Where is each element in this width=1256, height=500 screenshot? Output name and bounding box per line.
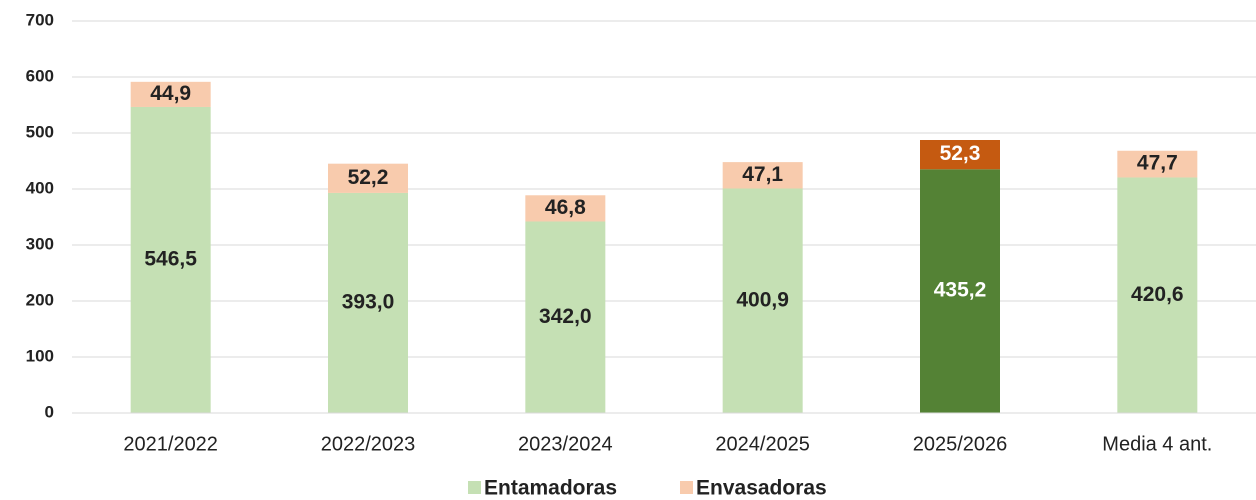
data-label: 46,8 xyxy=(545,196,586,219)
bar-segment xyxy=(525,221,606,413)
y-tick-label: 600 xyxy=(26,66,54,85)
data-label: 52,2 xyxy=(348,166,389,189)
data-label: 44,9 xyxy=(150,82,191,105)
y-tick-label: 100 xyxy=(26,346,54,365)
legend-label: Envasadoras xyxy=(696,477,827,500)
bar-segment xyxy=(920,140,1000,170)
data-label: 47,1 xyxy=(742,163,783,186)
y-tick-label: 500 xyxy=(26,122,54,141)
x-tick-label: 2021/2022 xyxy=(123,433,218,455)
bar-segment xyxy=(130,106,211,414)
bar-segment xyxy=(920,169,1000,413)
y-tick-label: 300 xyxy=(26,234,54,253)
y-tick-label: 700 xyxy=(26,10,54,29)
data-label: 342,0 xyxy=(539,305,592,328)
y-tick-label: 200 xyxy=(26,290,54,309)
y-tick-label: 0 xyxy=(45,402,54,421)
y-tick-label: 400 xyxy=(26,178,54,197)
data-label: 546,5 xyxy=(144,248,197,271)
x-tick-label: Media 4 ant. xyxy=(1102,433,1212,455)
bar-segment xyxy=(722,188,803,413)
data-label: 435,2 xyxy=(934,279,987,302)
x-tick-label: 2023/2024 xyxy=(518,433,613,455)
bar-segment xyxy=(722,162,803,189)
data-label: 52,3 xyxy=(940,142,981,165)
legend-label: Entamadoras xyxy=(484,477,617,500)
legend-swatch xyxy=(680,481,693,494)
bar-segment xyxy=(130,81,211,107)
data-label: 393,0 xyxy=(342,291,395,314)
legend-swatch xyxy=(468,481,481,494)
x-tick-label: 2024/2025 xyxy=(715,433,810,455)
bar-segment xyxy=(328,163,408,193)
data-label: 400,9 xyxy=(736,288,789,311)
bar-segment xyxy=(1117,177,1198,413)
bar-segment xyxy=(525,195,606,222)
x-tick-label: 2025/2026 xyxy=(913,433,1008,455)
data-label: 47,7 xyxy=(1137,152,1178,175)
x-tick-label: 2022/2023 xyxy=(321,433,416,455)
data-label: 420,6 xyxy=(1131,283,1184,306)
bar-segment xyxy=(328,192,408,413)
bar-segment xyxy=(1117,150,1198,178)
